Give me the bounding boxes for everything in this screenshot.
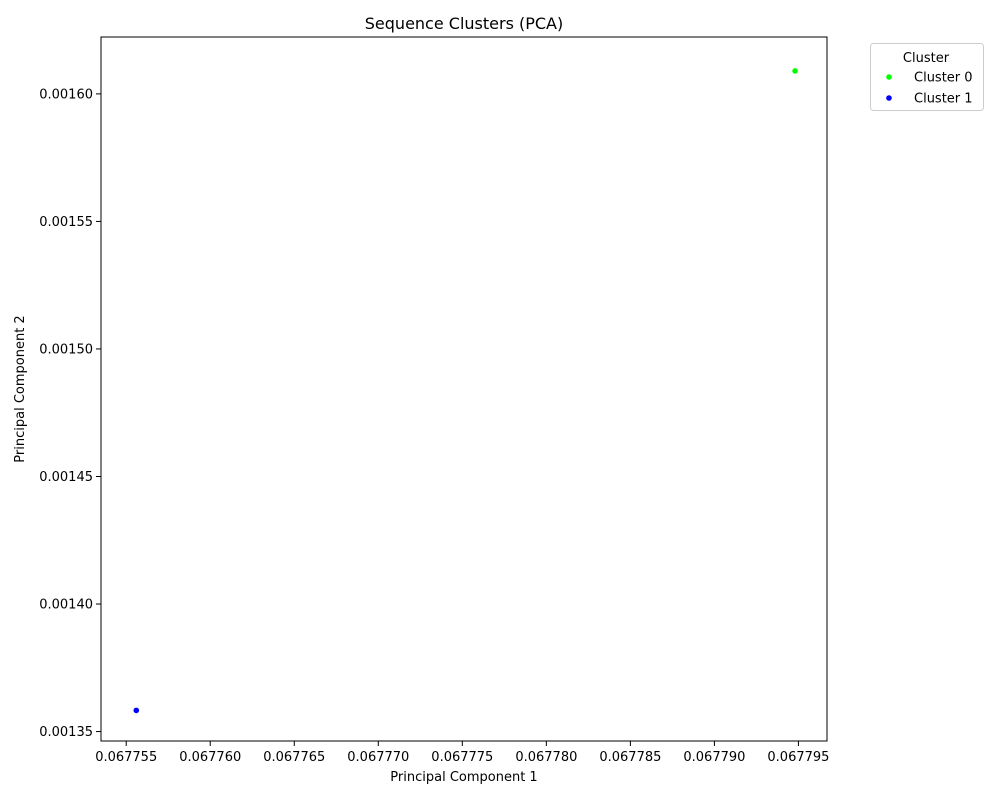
y-tick-label: 0.00155 [39, 215, 93, 230]
x-axis-label: Principal Component 1 [390, 770, 537, 785]
x-tick-label: 0.067765 [263, 750, 325, 765]
plot-frame [100, 36, 828, 742]
scatter-point [792, 68, 798, 74]
x-tick-label: 0.067775 [431, 750, 493, 765]
y-tick-label: 0.00135 [39, 725, 93, 740]
x-tick-label: 0.067780 [515, 750, 577, 765]
y-tick-label: 0.00140 [39, 598, 93, 613]
y-axis-ticks: 0.00135 0.00140 0.00145 0.00150 0.00155 0.001… [39, 87, 101, 740]
legend-label: Cluster 0 [914, 71, 973, 86]
legend: Cluster Cluster 0 Cluster 1 [870, 43, 984, 111]
legend-marker [886, 95, 892, 101]
chart-title: Sequence Clusters (PCA) [365, 14, 563, 33]
legend-marker [886, 74, 892, 80]
x-axis-ticks: 0.067755 0.067760 0.067765 0.067770 0.067775… [95, 741, 829, 765]
legend-items: Cluster 0 Cluster 1 [886, 71, 973, 107]
y-axis-label: Principal Component 2 [13, 315, 28, 462]
legend-label: Cluster 1 [914, 92, 973, 107]
x-tick-label: 0.067790 [683, 750, 745, 765]
scatter-point [133, 707, 140, 714]
x-tick-label: 0.067755 [95, 750, 157, 765]
x-tick-label: 0.067795 [767, 750, 829, 765]
legend-title: Cluster [903, 51, 950, 66]
legend-box [870, 43, 984, 111]
y-tick-label: 0.00150 [39, 342, 93, 357]
y-tick-label: 0.00160 [39, 87, 93, 102]
x-tick-label: 0.067760 [179, 750, 241, 765]
x-tick-label: 0.067770 [347, 750, 409, 765]
data-points [133, 68, 798, 714]
x-tick-label: 0.067785 [599, 750, 661, 765]
y-tick-label: 0.00145 [39, 470, 93, 485]
